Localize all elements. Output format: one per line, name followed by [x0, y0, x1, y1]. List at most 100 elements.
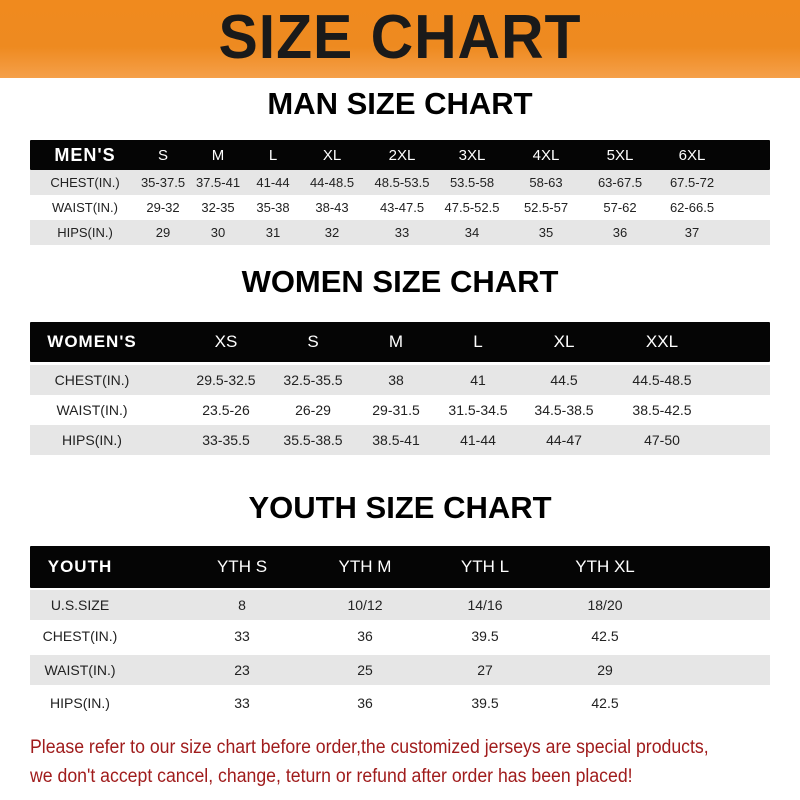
- size-header-cell: YTH XL: [575, 557, 635, 576]
- size-header-cell: 4XL: [532, 146, 560, 164]
- table-cell: 25: [357, 662, 373, 678]
- table-row: WAIST(IN.) 23 25 27 29: [30, 655, 770, 685]
- notice-line-1: Please refer to our size chart before or…: [30, 737, 709, 758]
- table-cell: 33-35.5: [202, 432, 250, 448]
- table-cell: 14/16: [467, 597, 503, 613]
- table-cell: 37: [684, 225, 700, 240]
- table-cell: 43-47.5: [379, 200, 425, 215]
- table-cell: 18/20: [587, 597, 623, 613]
- women-section-title: WOMEN SIZE CHART: [241, 264, 559, 299]
- table-cell: 29: [155, 225, 171, 240]
- table-cell: 48.5-53.5: [374, 175, 430, 190]
- table-cell: 31.5-34.5: [448, 402, 508, 418]
- table-cell: 36: [357, 628, 373, 644]
- size-header-cell: S: [307, 332, 319, 351]
- table-cell: 35-37.5: [140, 175, 186, 190]
- table-cell: 35-38: [256, 200, 290, 215]
- table-cell: 57-62: [603, 200, 637, 215]
- measure-label: HIPS(IN.): [57, 225, 113, 240]
- size-header-cell: S: [157, 146, 169, 164]
- size-header-cell: YTH S: [216, 557, 268, 576]
- table-cell: 33: [394, 225, 410, 240]
- measure-label: WAIST(IN.): [56, 402, 128, 418]
- table-cell: 29-31.5: [372, 402, 420, 418]
- table-cell: 42.5: [591, 628, 619, 644]
- table-cell: 34: [464, 225, 480, 240]
- size-header-cell: XXL: [645, 332, 679, 351]
- measure-label: CHEST(IN.): [54, 372, 130, 388]
- table-cell: 29.5-32.5: [196, 372, 256, 388]
- size-header-cell: 6XL: [678, 146, 706, 164]
- table-row: HIPS(IN.) 33-35.5 35.5-38.5 38.5-41 41-44 44-…: [30, 425, 770, 455]
- table-row: U.S.SIZE 8 10/12 14/16 18/20: [30, 590, 770, 620]
- banner-title: SIZE CHART: [218, 3, 582, 72]
- table-cell: 27: [477, 662, 493, 678]
- table-cell: 62-66.5: [669, 200, 715, 215]
- measure-label: HIPS(IN.): [50, 695, 110, 711]
- table-cell: 39.5: [471, 695, 499, 711]
- size-header-cell: XS: [214, 332, 238, 351]
- table-cell: 35: [538, 225, 554, 240]
- table-row: CHEST(IN.) 33 36 39.5 42.5: [30, 620, 770, 652]
- size-header-cell: M: [388, 332, 404, 351]
- women-header-row: WOMEN'S XS S M L XL XXL: [30, 322, 770, 362]
- measure-label: WAIST(IN.): [44, 662, 116, 678]
- table-row: WAIST(IN.) 29-32 32-35 35-38 38-43 43-47.5 47.…: [30, 195, 770, 220]
- table-row: HIPS(IN.) 29 30 31 32 33 34 35 36 37: [30, 220, 770, 245]
- men-header-row: MEN'S S M L XL 2XL 3XL 4XL 5XL 6XL: [30, 140, 770, 170]
- size-header-cell: L: [268, 146, 278, 164]
- table-cell: 47.5-52.5: [444, 200, 500, 215]
- table-cell: 29: [597, 662, 613, 678]
- table-cell: 67.5-72: [669, 175, 715, 190]
- table-cell: 8: [238, 597, 246, 613]
- table-row: CHEST(IN.) 29.5-32.5 32.5-35.5 38 41 44.5 44.5…: [30, 365, 770, 395]
- table-cell: 36: [357, 695, 373, 711]
- table-cell: 30: [210, 225, 226, 240]
- table-title-cell: MEN'S: [54, 144, 116, 165]
- size-header-cell: XL: [553, 332, 575, 351]
- size-header-cell: 3XL: [458, 146, 486, 164]
- table-cell: 31: [265, 225, 281, 240]
- order-notice: Please refer to our size chart before or…: [30, 733, 737, 791]
- table-cell: 36: [612, 225, 628, 240]
- table-cell: 44-47: [546, 432, 582, 448]
- men-section-title: MAN SIZE CHART: [267, 86, 533, 121]
- table-cell: 41: [470, 372, 486, 388]
- table-cell: 38.5-42.5: [632, 402, 692, 418]
- table-cell: 44-48.5: [309, 175, 355, 190]
- banner: SIZE CHART: [0, 0, 800, 78]
- table-cell: 38-43: [315, 200, 349, 215]
- table-cell: 42.5: [591, 695, 619, 711]
- size-header-cell: 5XL: [606, 146, 634, 164]
- table-cell: 63-67.5: [597, 175, 643, 190]
- table-row: WAIST(IN.) 23.5-26 26-29 29-31.5 31.5-34.5 34…: [30, 395, 770, 425]
- table-cell: 34.5-38.5: [534, 402, 594, 418]
- measure-label: U.S.SIZE: [50, 597, 110, 613]
- table-title-cell: WOMEN'S: [47, 332, 137, 351]
- size-header-cell: M: [211, 146, 225, 164]
- table-cell: 32: [324, 225, 340, 240]
- table-cell: 32.5-35.5: [283, 372, 343, 388]
- table-cell: 41-44: [256, 175, 290, 190]
- size-header-cell: L: [473, 332, 483, 351]
- table-cell: 10/12: [347, 597, 383, 613]
- table-cell: 33: [234, 628, 250, 644]
- table-cell: 38.5-41: [372, 432, 420, 448]
- table-cell: 38: [388, 372, 404, 388]
- table-cell: 39.5: [471, 628, 499, 644]
- size-header-cell: XL: [322, 146, 342, 164]
- size-header-cell: 2XL: [388, 146, 416, 164]
- table-cell: 32-35: [201, 200, 235, 215]
- table-row: HIPS(IN.) 33 36 39.5 42.5: [30, 688, 770, 718]
- table-cell: 26-29: [295, 402, 331, 418]
- table-cell: 58-63: [529, 175, 563, 190]
- youth-header-row: YOUTH YTH S YTH M YTH L YTH XL: [30, 546, 770, 588]
- table-row: CHEST(IN.) 35-37.5 37.5-41 41-44 44-48.5 48.5…: [30, 170, 770, 195]
- measure-label: HIPS(IN.): [62, 432, 122, 448]
- size-header-cell: YTH M: [338, 557, 392, 576]
- table-cell: 35.5-38.5: [283, 432, 343, 448]
- measure-label: CHEST(IN.): [42, 628, 118, 644]
- table-cell: 37.5-41: [195, 175, 241, 190]
- table-cell: 29-32: [146, 200, 180, 215]
- notice-line-2: we don't accept cancel, change, teturn o…: [30, 766, 633, 787]
